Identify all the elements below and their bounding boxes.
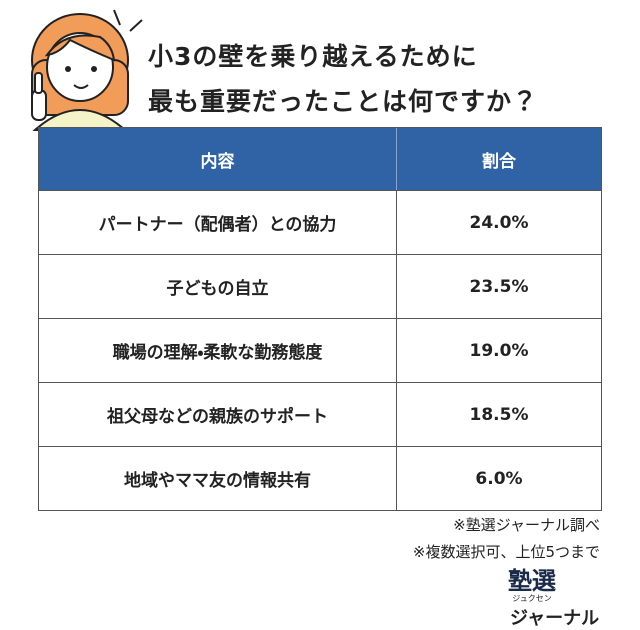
share-cell: 23.5% xyxy=(469,276,529,297)
title-line: 小3の壁を乗り越えるために xyxy=(148,42,478,71)
table-header: 内容 割合 xyxy=(39,128,601,190)
item-cell: 職場の理解・柔軟な勤務態度 xyxy=(39,319,397,382)
table-body: パートナー（配偶者）との協力 24.0% 子どもの自立 23.5% 職場の理解・柔軟な勤… xyxy=(39,190,601,510)
table-row: 子どもの自立 23.5% xyxy=(39,254,601,318)
table-row: 地域やママ友の情報共有 6.0% xyxy=(39,446,601,510)
item-cell: 子どもの自立 xyxy=(39,255,397,318)
logo-main: 塾選 xyxy=(508,567,556,595)
item-cell: 地域やママ友の情報共有 xyxy=(39,447,397,510)
item-cell: 祖父母などの親族のサポート xyxy=(39,383,397,446)
table: 内容 割合 パートナー（配偶者）との協力 24.0% 子どもの自立 23.5% 職場の理… xyxy=(38,127,602,511)
column-header: 内容 xyxy=(39,128,397,190)
note: ※塾選ジャーナル調べ xyxy=(453,516,600,534)
title-line: 最も重要だったことは何ですか？ xyxy=(148,87,539,116)
share-cell: 19.0% xyxy=(469,340,529,361)
logo-reading: ジュクセン xyxy=(512,594,552,603)
column-header: 割合 xyxy=(482,151,516,172)
share-cell: 24.0% xyxy=(469,212,529,233)
logo-mark: 塾選 ジュクセン xyxy=(508,568,556,604)
illustration xyxy=(31,9,143,131)
title: 小3の壁を乗り越えるために 最も重要だったことは何ですか？ xyxy=(148,34,538,124)
item-cell: パートナー（配偶者）との協力 xyxy=(39,191,397,254)
logo-sub: ジャーナル xyxy=(510,608,600,629)
logo: 塾選 ジュクセン ジャーナル xyxy=(508,568,640,630)
table-row: 職場の理解・柔軟な勤務態度 19.0% xyxy=(39,318,601,382)
note: ※複数選択可、上位5つまで xyxy=(412,543,600,561)
share-cell: 6.0% xyxy=(475,468,523,489)
share-cell: 18.5% xyxy=(469,404,529,425)
table-row: パートナー（配偶者）との協力 24.0% xyxy=(39,190,601,254)
table-row: 祖父母などの親族のサポート 18.5% xyxy=(39,382,601,446)
